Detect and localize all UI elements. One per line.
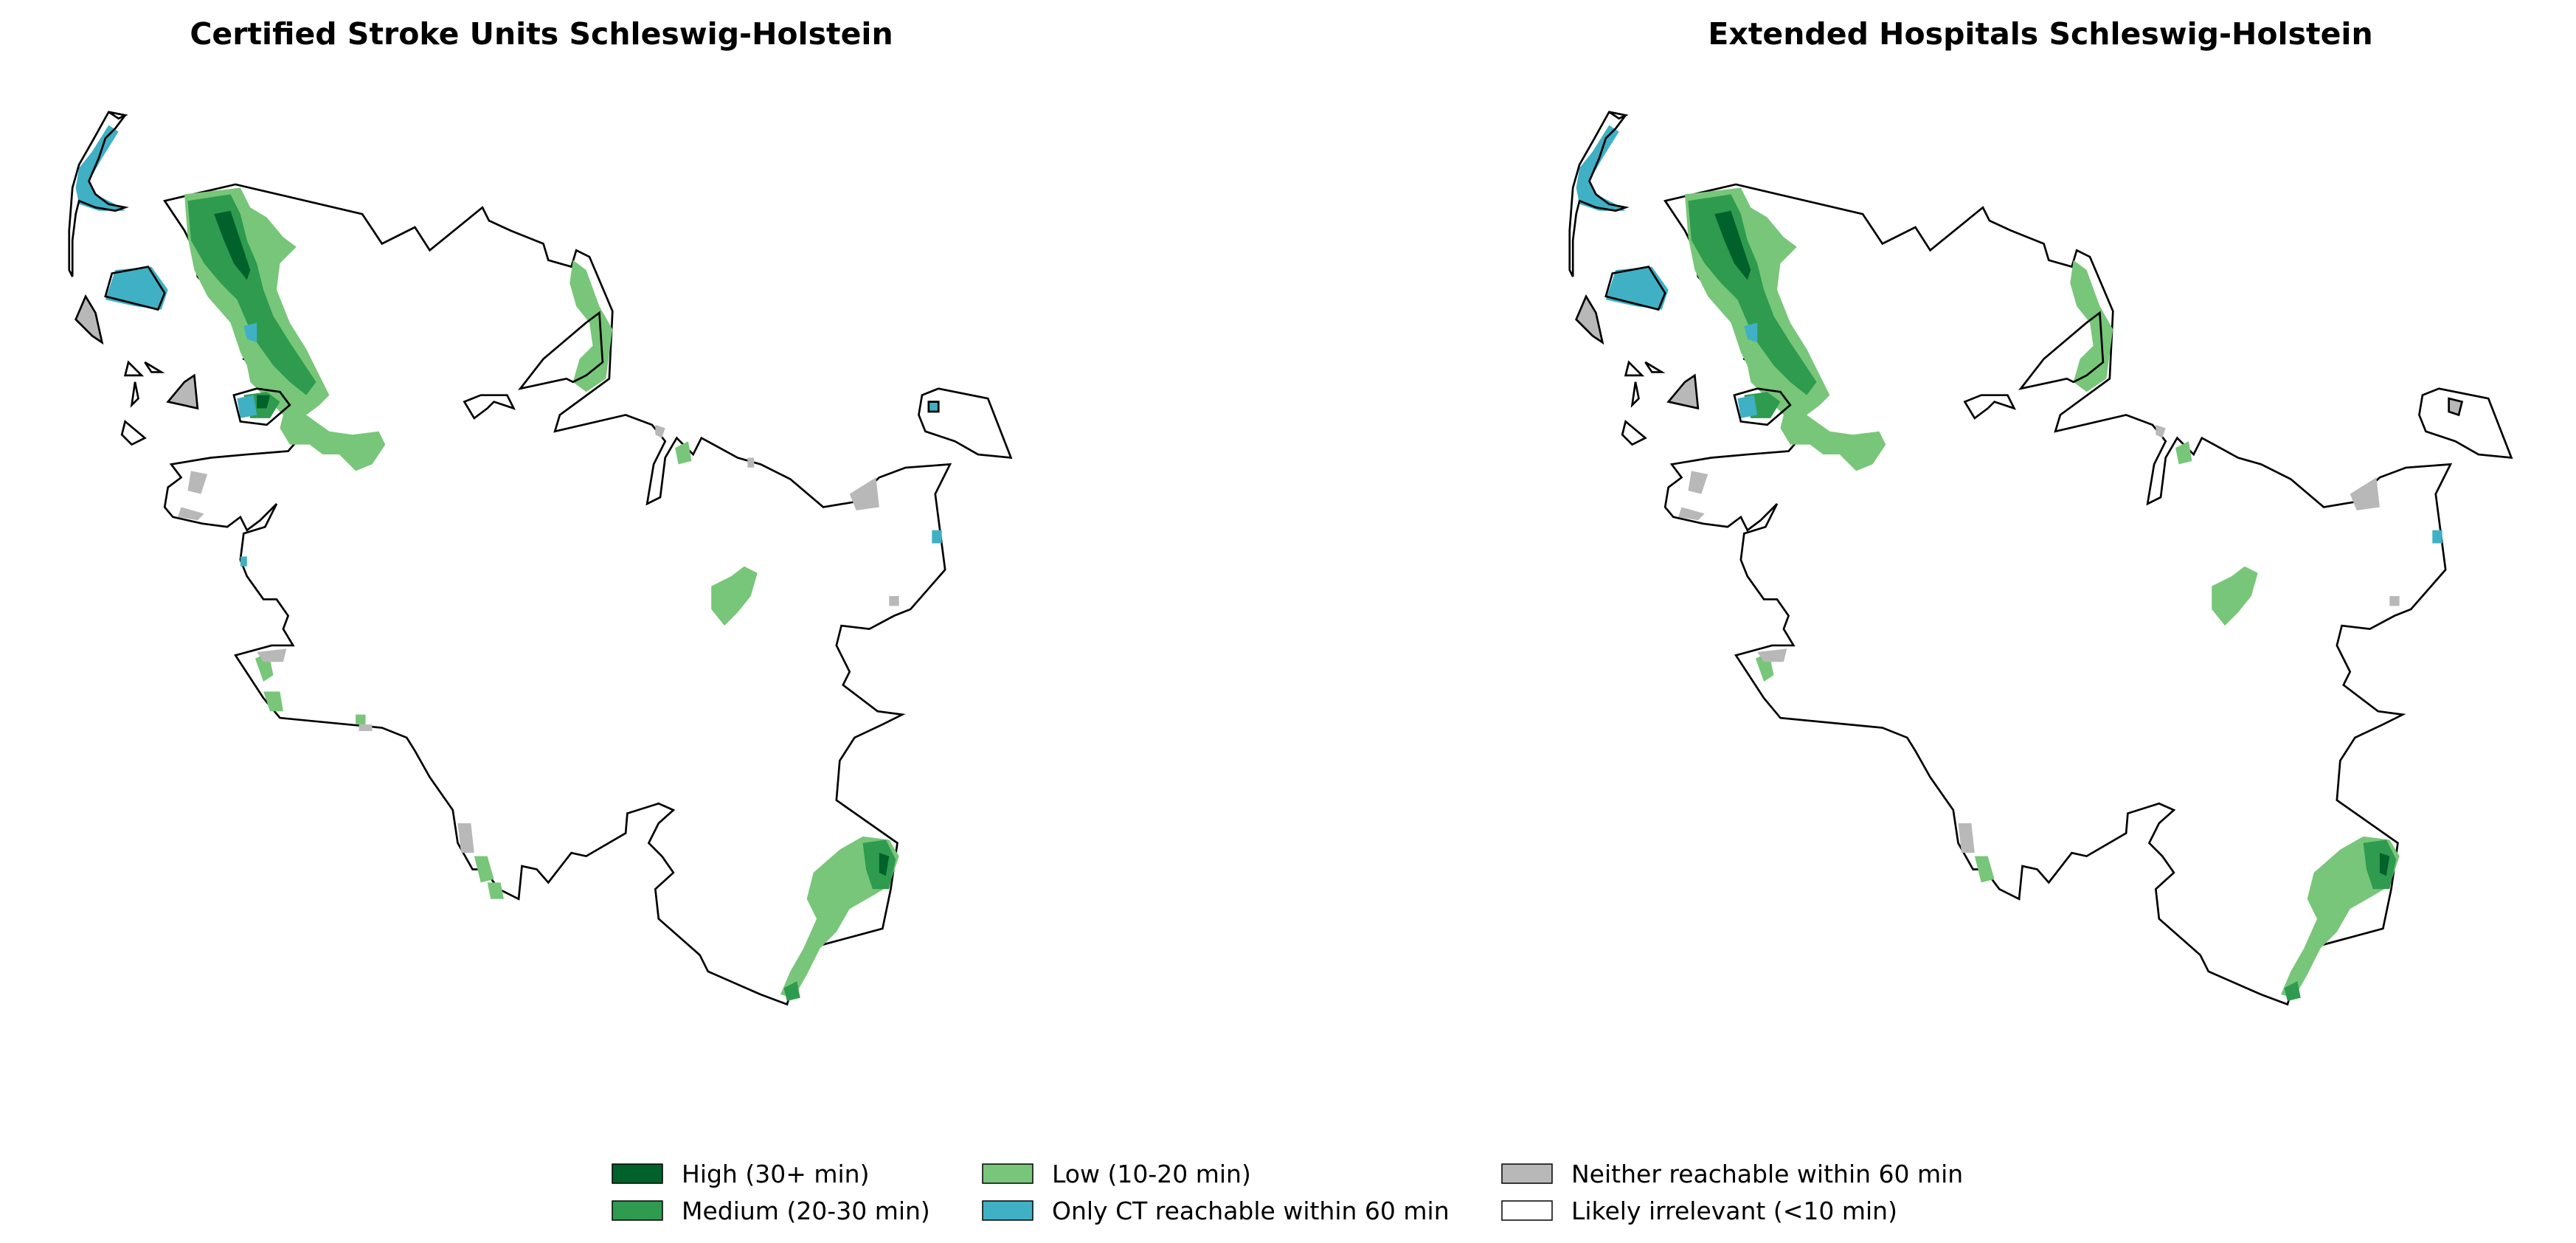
island-sylt-tail [1608, 111, 1629, 120]
island-amrum [75, 294, 104, 345]
islands [68, 111, 1013, 460]
legend-label-irrelevant: Likely irrelevant (<10 min) [1571, 1197, 1897, 1225]
island-pellworm [1666, 373, 1700, 410]
island-north-sylt [68, 111, 129, 277]
panel-title-certified: Certified Stroke Units Schleswig-Holstei… [190, 16, 893, 52]
cells-ct-only [1576, 125, 2442, 544]
mainland-outline [163, 183, 952, 1006]
island-nordstrand [120, 419, 147, 446]
cells-high [1714, 210, 2390, 876]
legend: High (30+ min) Medium (20-30 min) Low (1… [612, 1160, 1963, 1225]
cells-high [214, 210, 890, 876]
island-fehmarn-cells [2448, 397, 2464, 417]
island-small-3 [130, 381, 139, 408]
map-extended [1568, 111, 2513, 1006]
island-schlei [1963, 394, 2017, 420]
legend-label-low: Low (10-20 min) [1052, 1160, 1251, 1188]
island-fehmarn [918, 387, 1013, 460]
island-foehr [104, 266, 166, 311]
map-certified [68, 111, 1013, 1006]
island-eiderstedt-inner [1733, 387, 1792, 426]
island-small-1 [1624, 360, 1645, 377]
legend-item-high: High (30+ min) [612, 1160, 869, 1188]
island-schlei [463, 394, 516, 420]
island-eiderstedt-inner [232, 387, 291, 426]
cells-ct-only [75, 125, 942, 567]
island-eckernfoerde [2018, 311, 2105, 390]
mainland-outline [1663, 183, 2453, 1006]
islands [1568, 111, 2513, 460]
island-fehmarn-cells [927, 401, 940, 413]
island-north-sylt [1568, 111, 1630, 277]
legend-item-neither: Neither reachable within 60 min [1501, 1160, 1963, 1188]
island-small-2 [144, 361, 165, 373]
legend-label-neither: Neither reachable within 60 min [1571, 1160, 1963, 1188]
legend-swatch-medium [612, 1200, 663, 1221]
island-eckernfoerde [517, 311, 604, 390]
island-nordstrand [1621, 419, 1647, 446]
legend-item-ct-only: Only CT reachable within 60 min [982, 1197, 1450, 1225]
legend-label-ct-only: Only CT reachable within 60 min [1052, 1197, 1450, 1225]
legend-swatch-irrelevant [1501, 1200, 1553, 1221]
legend-item-low: Low (10-20 min) [982, 1160, 1251, 1188]
cells-neither [1678, 395, 2462, 854]
legend-swatch-low [982, 1163, 1033, 1184]
panel-title-extended: Extended Hospitals Schleswig-Holstein [1708, 16, 2372, 52]
island-small-3 [1630, 381, 1640, 408]
legend-item-irrelevant: Likely irrelevant (<10 min) [1501, 1197, 1897, 1225]
island-pellworm [166, 373, 199, 410]
legend-item-medium: Medium (20-30 min) [612, 1197, 930, 1225]
legend-swatch-neither [1501, 1163, 1553, 1184]
legend-label-high: High (30+ min) [682, 1160, 869, 1188]
island-foehr [1604, 266, 1666, 311]
legend-swatch-ct-only [982, 1200, 1033, 1221]
island-amrum [1575, 294, 1604, 345]
island-small-2 [1644, 361, 1666, 373]
legend-swatch-high [612, 1163, 663, 1184]
legend-label-medium: Medium (20-30 min) [682, 1197, 930, 1225]
island-fehmarn [2418, 387, 2513, 460]
island-small-1 [123, 360, 145, 377]
island-sylt-tail [108, 111, 128, 120]
